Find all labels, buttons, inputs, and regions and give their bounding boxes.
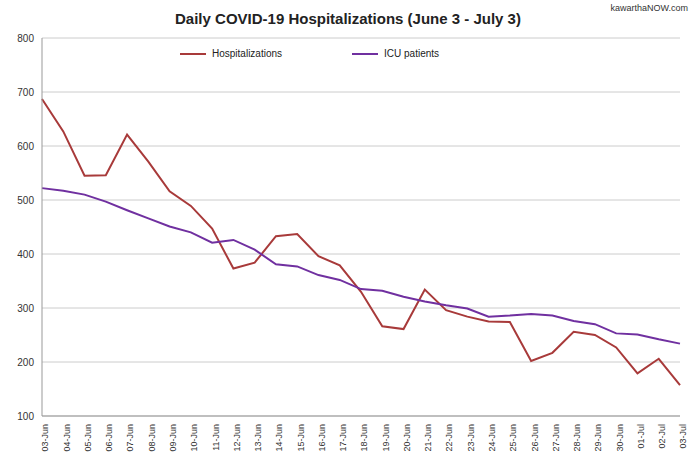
svg-text:200: 200 xyxy=(17,357,34,368)
svg-text:24-Jun: 24-Jun xyxy=(487,424,497,452)
svg-text:400: 400 xyxy=(17,249,34,260)
svg-text:28-Jun: 28-Jun xyxy=(572,424,582,452)
svg-text:06-Jun: 06-Jun xyxy=(104,424,114,452)
svg-text:03-Jul: 03-Jul xyxy=(678,424,688,449)
svg-text:03-Jun: 03-Jun xyxy=(40,424,50,452)
svg-text:15-Jun: 15-Jun xyxy=(296,424,306,452)
svg-text:27-Jun: 27-Jun xyxy=(551,424,561,452)
html-text:kawarthaNOW.com: kawarthaNOW.com xyxy=(610,3,688,13)
svg-text:12-Jun: 12-Jun xyxy=(232,424,242,452)
svg-text:04-Jun: 04-Jun xyxy=(62,424,72,452)
svg-text:21-Jun: 21-Jun xyxy=(423,424,433,452)
svg-text:800: 800 xyxy=(17,33,34,44)
svg-text:25-Jun: 25-Jun xyxy=(508,424,518,452)
svg-text:20-Jun: 20-Jun xyxy=(402,424,412,452)
svg-text:18-Jun: 18-Jun xyxy=(359,424,369,452)
svg-text:23-Jun: 23-Jun xyxy=(466,424,476,452)
svg-text:19-Jun: 19-Jun xyxy=(381,424,391,452)
svg-text:10-Jun: 10-Jun xyxy=(189,424,199,452)
svg-text:13-Jun: 13-Jun xyxy=(253,424,263,452)
svg-text:600: 600 xyxy=(17,141,34,152)
svg-text:09-Jun: 09-Jun xyxy=(168,424,178,452)
svg-text:02-Jul: 02-Jul xyxy=(657,424,667,449)
svg-text:700: 700 xyxy=(17,87,34,98)
svg-text:14-Jun: 14-Jun xyxy=(274,424,284,452)
svg-text:22-Jun: 22-Jun xyxy=(444,424,454,452)
svg-text:29-Jun: 29-Jun xyxy=(593,424,603,452)
svg-text:07-Jun: 07-Jun xyxy=(125,424,135,452)
html-text:ICU patients: ICU patients xyxy=(384,48,440,59)
svg-text:17-Jun: 17-Jun xyxy=(338,424,348,452)
svg-text:30-Jun: 30-Jun xyxy=(615,424,625,452)
html-text:Hospitalizations: Hospitalizations xyxy=(212,48,282,59)
svg-text:300: 300 xyxy=(17,303,34,314)
html-text:Daily COVID-19 Hospitalization: Daily COVID-19 Hospitalizations (June 3 … xyxy=(175,10,521,27)
svg-text:500: 500 xyxy=(17,195,34,206)
svg-text:26-Jun: 26-Jun xyxy=(530,424,540,452)
svg-text:11-Jun: 11-Jun xyxy=(211,424,221,451)
svg-text:08-Jun: 08-Jun xyxy=(147,424,157,452)
svg-text:100: 100 xyxy=(17,411,34,422)
svg-text:05-Jun: 05-Jun xyxy=(83,424,93,452)
svg-text:16-Jun: 16-Jun xyxy=(317,424,327,452)
svg-text:01-Jul: 01-Jul xyxy=(636,424,646,449)
